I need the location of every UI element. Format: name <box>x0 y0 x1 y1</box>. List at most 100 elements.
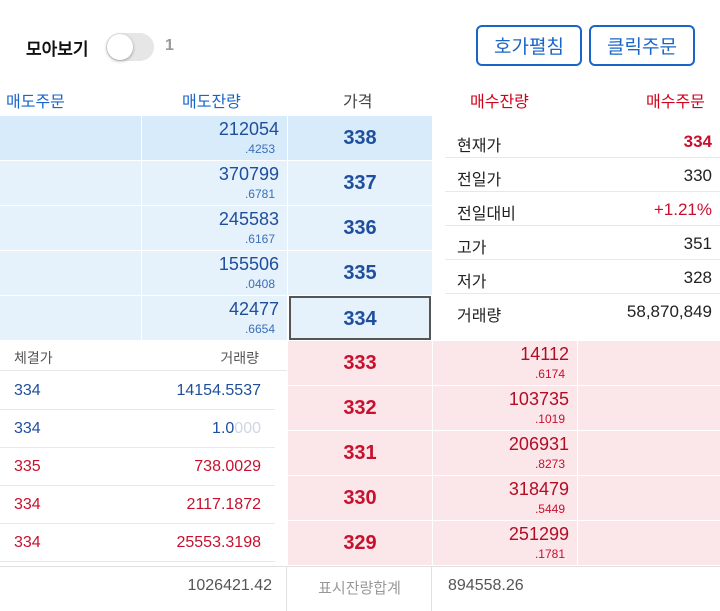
bid-price-cell[interactable]: 330 <box>288 476 432 520</box>
buy-order-cell[interactable] <box>578 476 720 520</box>
bid-row[interactable]: 332 103735 .1019 <box>288 386 720 431</box>
trade-volume-main: 2117.1872 <box>186 496 261 513</box>
buy-qty-decimal: .1781 <box>534 547 565 561</box>
sell-order-cell[interactable] <box>0 206 141 250</box>
trade-volume-main: 14154.5537 <box>176 382 261 399</box>
trade-volume: 14154.5537 <box>176 382 261 400</box>
prev-close-value: 330 <box>683 166 712 185</box>
buy-qty-cell: 318479 .5449 <box>433 476 577 520</box>
buy-qty-cell: 14112 .6174 <box>433 341 577 385</box>
sell-total: 1026421.42 <box>187 577 272 594</box>
buy-qty-decimal: .1019 <box>534 412 565 426</box>
sell-qty: 212054 <box>218 119 279 139</box>
info-row-change: 전일대비 +1.21% <box>445 192 720 226</box>
sell-qty-decimal: .6167 <box>244 232 275 246</box>
sell-order-cell[interactable] <box>0 161 141 205</box>
bid-price: 331 <box>343 442 377 464</box>
ask-row[interactable]: 245583 .6167 336 <box>0 206 432 251</box>
sell-qty-cell: 212054 .4253 <box>142 116 287 160</box>
trade-volume-faded: 000 <box>234 420 261 437</box>
sell-qty-cell: 370799 .6781 <box>142 161 287 205</box>
bid-row[interactable]: 329 251299 .1781 <box>288 521 720 566</box>
change-value: +1.21% <box>653 200 712 219</box>
bid-row[interactable]: 330 318479 .5449 <box>288 476 720 521</box>
current-price-value: 334 <box>683 132 712 151</box>
price-info-panel: 현재가 334 전일가 330 전일대비 +1.21% 고가 351 저가 32… <box>433 118 720 340</box>
expand-orderbook-button[interactable]: 호가펼침 <box>476 25 582 66</box>
trade-price: 334 <box>14 534 41 551</box>
ask-price-cell[interactable]: 336 <box>288 206 432 250</box>
buy-qty-cell: 103735 .1019 <box>433 386 577 430</box>
bid-price: 332 <box>343 397 377 419</box>
buy-order-cell[interactable] <box>578 431 720 475</box>
trades-header: 체결가 거래량 <box>0 341 287 371</box>
total-label: 표시잔량합계 <box>318 579 401 597</box>
bid-price-cell[interactable]: 332 <box>288 386 432 430</box>
total-label-cell: 표시잔량합계 <box>288 567 432 611</box>
header-sell-order: 매도주문 <box>6 92 65 111</box>
trade-row: 334 1.0000 <box>0 410 275 448</box>
ask-price: 336 <box>343 217 377 239</box>
sell-qty-cell: 42477 .6654 <box>142 296 287 340</box>
ask-row[interactable]: 155506 .0408 335 <box>0 251 432 296</box>
buy-qty-decimal: .5449 <box>534 502 565 516</box>
bid-price: 330 <box>343 487 377 509</box>
collect-view-toggle[interactable] <box>106 33 154 61</box>
info-row-volume: 거래량 58,870,849 <box>445 294 720 328</box>
sell-order-cell[interactable] <box>0 296 141 340</box>
click-order-button[interactable]: 클릭주문 <box>589 25 695 66</box>
bid-row[interactable]: 331 206931 .8273 <box>288 431 720 476</box>
sell-qty-decimal: .0408 <box>244 277 275 291</box>
toggle-knob <box>107 34 133 60</box>
buy-qty: 103735 <box>508 389 569 409</box>
ask-row[interactable]: 370799 .6781 337 <box>0 161 432 206</box>
current-ask-price: 334 <box>343 308 377 330</box>
ask-price-cell[interactable]: 335 <box>288 251 432 295</box>
sell-qty: 245583 <box>218 209 279 229</box>
info-row-prev-close: 전일가 330 <box>445 158 720 192</box>
info-label: 고가 <box>457 238 487 257</box>
trade-price: 334 <box>14 382 41 399</box>
orderbook-header: 매도주문 매도잔량 가격 매수잔량 매수주문 <box>0 82 720 115</box>
trade-volume-main: 738.0029 <box>194 458 261 475</box>
buy-qty-cell: 206931 .8273 <box>433 431 577 475</box>
sell-qty-decimal: .4253 <box>244 142 275 156</box>
info-label: 현재가 <box>457 136 502 155</box>
trade-volume: 738.0029 <box>194 458 261 476</box>
sell-qty-cell: 155506 .0408 <box>142 251 287 295</box>
buy-order-cell[interactable] <box>578 521 720 565</box>
buy-qty: 318479 <box>508 479 569 499</box>
sell-order-cell[interactable] <box>0 116 141 160</box>
sell-order-cell[interactable] <box>0 251 141 295</box>
buy-qty-decimal: .8273 <box>534 457 565 471</box>
info-label: 전일대비 <box>457 204 516 223</box>
volume-value: 58,870,849 <box>626 302 712 321</box>
trade-volume-main: 25553.3198 <box>176 534 261 551</box>
ask-price-cell[interactable]: 337 <box>288 161 432 205</box>
buy-qty: 14112 <box>520 344 569 364</box>
collect-view-label: 모아보기 <box>26 40 89 59</box>
ask-row[interactable]: 42477 .6654 <box>0 296 432 341</box>
trade-price: 334 <box>14 496 41 513</box>
sell-total-cell: 1026421.42 <box>0 567 287 611</box>
bid-price: 333 <box>343 352 377 374</box>
bid-price-cell[interactable]: 331 <box>288 431 432 475</box>
totals-footer: 1026421.42 표시잔량합계 894558.26 <box>0 566 720 611</box>
current-price-cell[interactable]: 334 <box>289 296 431 340</box>
bid-row[interactable]: 333 14112 .6174 <box>288 341 720 386</box>
header-buy-order: 매수주문 <box>646 92 705 111</box>
trade-volume: 25553.3198 <box>176 534 261 552</box>
buy-order-cell[interactable] <box>578 341 720 385</box>
bid-price-cell[interactable]: 333 <box>288 341 432 385</box>
sell-qty: 42477 <box>228 299 279 319</box>
bid-price: 329 <box>343 532 377 554</box>
ask-price-cell[interactable]: 338 <box>288 116 432 160</box>
ask-row[interactable]: 212054 .4253 338 <box>0 116 432 161</box>
bid-price-cell[interactable]: 329 <box>288 521 432 565</box>
collect-count: 1 <box>165 37 174 54</box>
buy-qty-cell: 251299 .1781 <box>433 521 577 565</box>
trades-header-price: 체결가 <box>14 351 53 367</box>
trade-price: 334 <box>14 420 41 437</box>
sell-qty-decimal: .6654 <box>244 322 275 336</box>
buy-order-cell[interactable] <box>578 386 720 430</box>
